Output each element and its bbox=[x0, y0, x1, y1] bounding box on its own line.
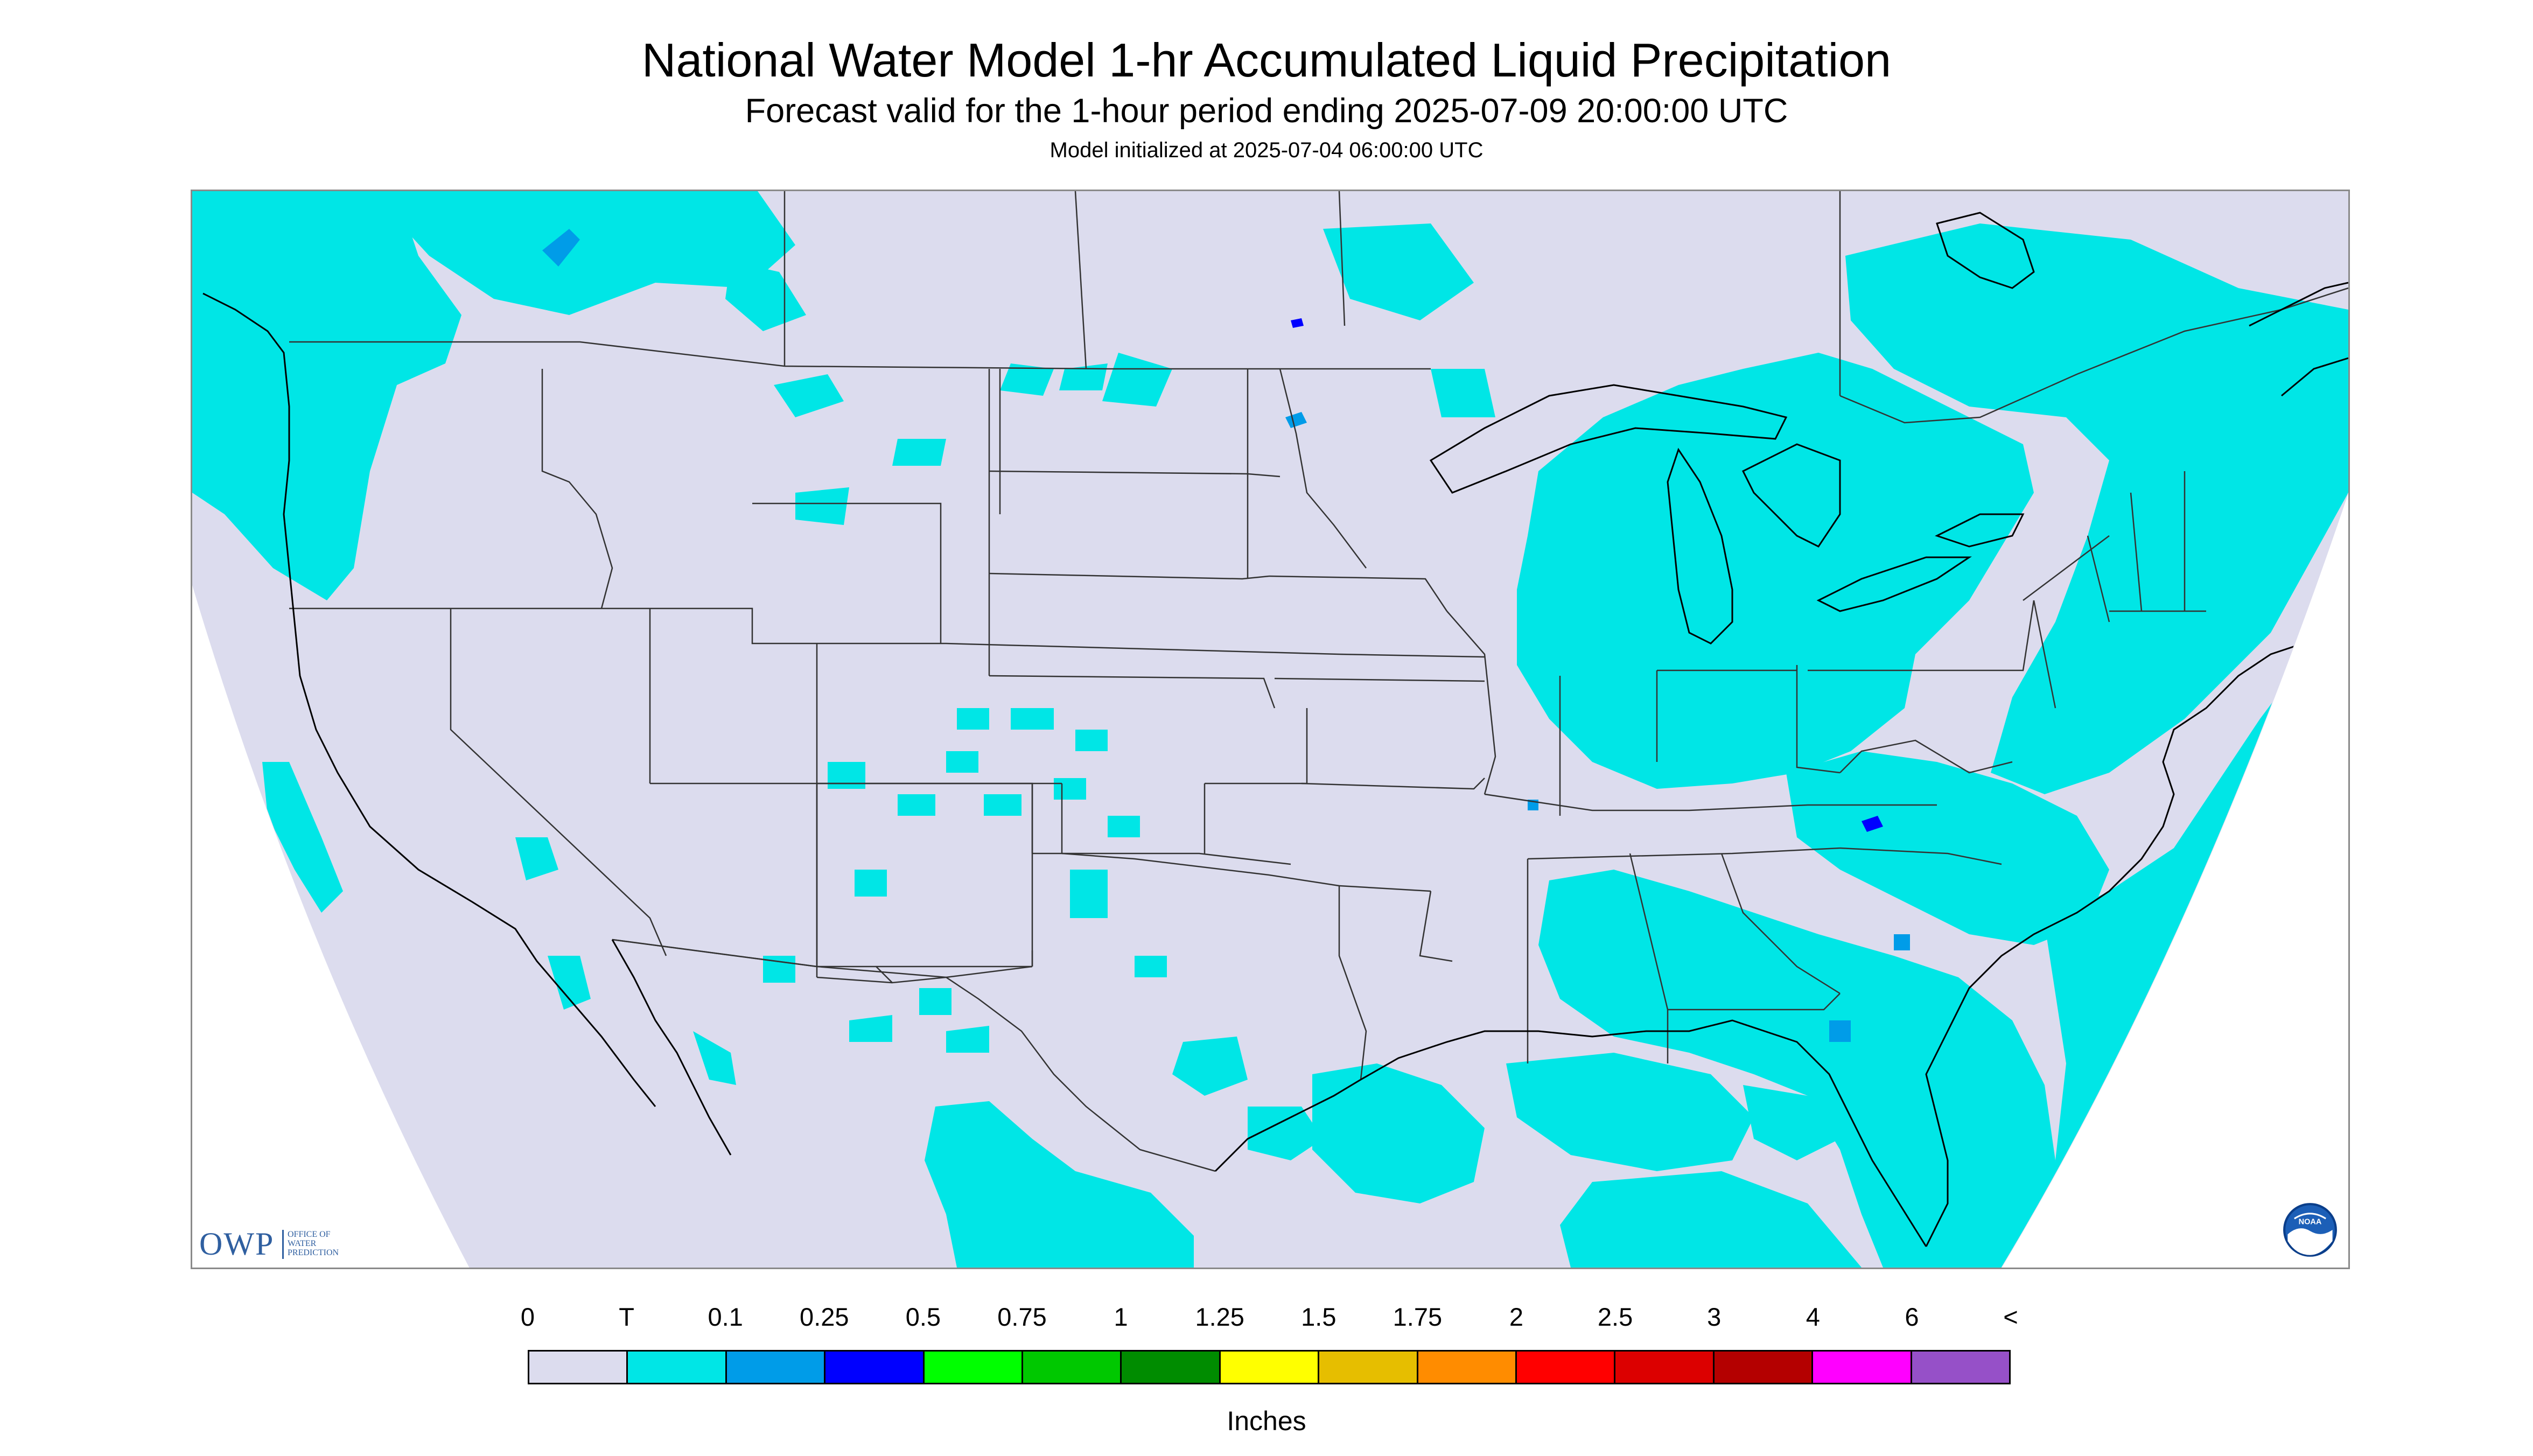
legend-swatch bbox=[825, 1352, 925, 1383]
legend-tick-label: 1.5 bbox=[1301, 1303, 1337, 1331]
legend-tick-label: 2.5 bbox=[1597, 1303, 1633, 1331]
domain-outline bbox=[192, 492, 2348, 1268]
map-title: National Water Model 1-hr Accumulated Li… bbox=[641, 33, 1892, 87]
legend-tick-label: < bbox=[2003, 1303, 2018, 1331]
legend-tick-label: 1.75 bbox=[1393, 1303, 1443, 1331]
owp-name-line2: WATER bbox=[288, 1239, 317, 1248]
legend-tick-label: 4 bbox=[1806, 1303, 1820, 1331]
owp-logo-divider bbox=[282, 1230, 284, 1259]
legend-swatch bbox=[1023, 1352, 1122, 1383]
noaa-logo: NOAA bbox=[2283, 1203, 2337, 1257]
legend-tick-label: 0 bbox=[520, 1303, 535, 1331]
legend-swatch bbox=[628, 1352, 727, 1383]
legend-tick-label: 1 bbox=[1114, 1303, 1128, 1331]
legend-tick-label: 3 bbox=[1707, 1303, 1722, 1331]
legend-swatch bbox=[1615, 1352, 1715, 1383]
legend-swatch bbox=[1912, 1352, 2010, 1383]
legend-swatch bbox=[1813, 1352, 1912, 1383]
light-precip-areas bbox=[542, 229, 1910, 1042]
legend-tick-label: 0.5 bbox=[905, 1303, 941, 1331]
legend-swatch bbox=[1122, 1352, 1221, 1383]
owp-logo-name: OFFICE OF WATER PREDICTION bbox=[288, 1230, 352, 1257]
moderate-precip-areas bbox=[1291, 318, 1883, 832]
legend-tick-label: 1.25 bbox=[1195, 1303, 1244, 1331]
legend-swatch bbox=[529, 1352, 628, 1383]
legend-labels: 0 T 0.1 0.25 0.5 0.75 1 1.25 1.5 1.75 2 2.5 3 4 6 < bbox=[0, 1302, 2533, 1334]
model-init-line: Model initialized at 2025-07-04 06:00:00… bbox=[1049, 138, 1484, 162]
owp-name-line1: OFFICE OF bbox=[288, 1230, 331, 1239]
legend-tick-label: 0.25 bbox=[800, 1303, 849, 1331]
legend-swatch bbox=[1418, 1352, 1517, 1383]
owp-name-line3: PREDICTION bbox=[288, 1248, 339, 1257]
legend-tick-label: 0.1 bbox=[708, 1303, 743, 1331]
legend-swatch bbox=[1220, 1352, 1320, 1383]
legend-swatch bbox=[924, 1352, 1024, 1383]
legend-tick-label: 6 bbox=[1905, 1303, 1919, 1331]
legend-tick-label: 0.75 bbox=[997, 1303, 1047, 1331]
coastline bbox=[202, 212, 2348, 1247]
legend-tick-label: 2 bbox=[1509, 1303, 1524, 1331]
color-scale-bar bbox=[528, 1350, 2011, 1384]
map-canvas bbox=[192, 191, 2348, 1268]
map-subtitle: Forecast valid for the 1-hour period end… bbox=[745, 92, 1788, 130]
legend-swatch bbox=[1714, 1352, 1814, 1383]
legend-swatch bbox=[1517, 1352, 1616, 1383]
legend-tick-label: T bbox=[619, 1303, 634, 1331]
legend-swatch bbox=[726, 1352, 826, 1383]
legend-swatch bbox=[1319, 1352, 1418, 1383]
legend-unit-label: Inches bbox=[1227, 1406, 1306, 1436]
noaa-logo-text: NOAA bbox=[2299, 1218, 2322, 1227]
precipitation-map[interactable] bbox=[191, 190, 2350, 1269]
owp-logo-letters: OWP bbox=[199, 1226, 275, 1262]
